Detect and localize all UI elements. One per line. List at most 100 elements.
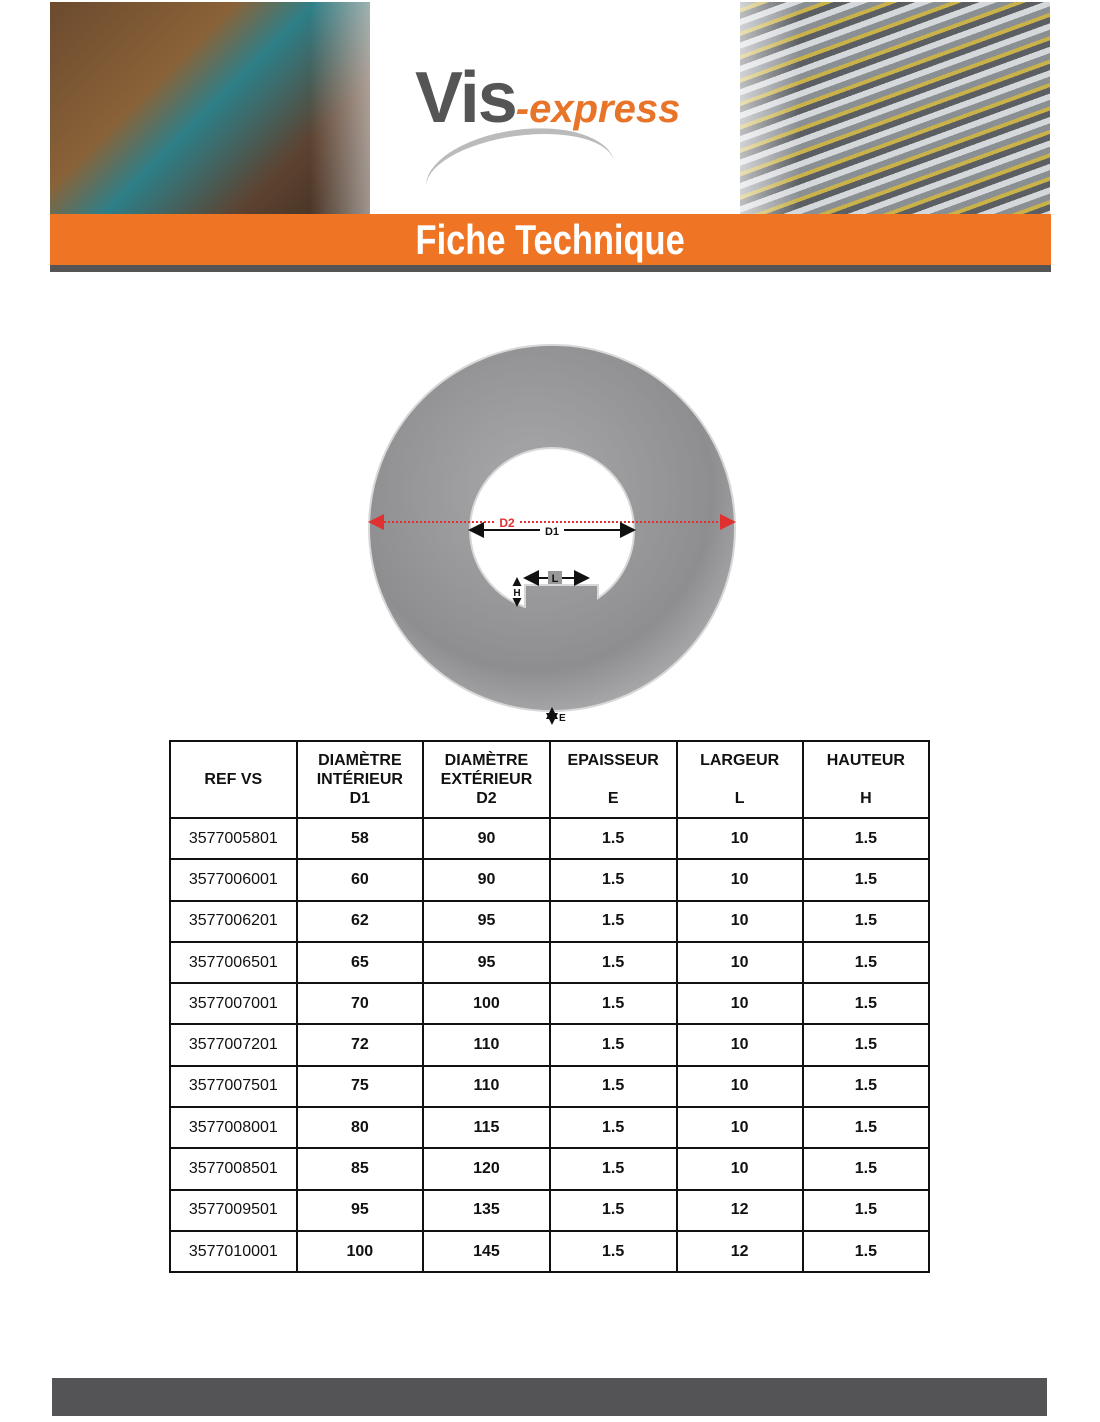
ref-cell: 3577005801 [169,816,298,861]
value-cell: 75 [295,1064,425,1109]
value-cell: 1.5 [548,816,678,861]
title-bar: Fiche Technique [50,214,1051,265]
header-banner: Vis-express [50,2,1050,214]
value-cell: 1.5 [801,982,931,1026]
value-cell: 10 [675,899,804,943]
value-cell: 10 [675,940,804,985]
value-cell: 110 [422,1064,551,1109]
value-cell: 10 [675,1023,804,1067]
screws-photo [700,2,1050,214]
d2-label: D2 [499,516,515,530]
value-cell: 1.5 [801,1064,931,1109]
logo-express: -express [515,87,681,131]
value-cell: 115 [422,1106,551,1150]
value-cell: 80 [295,1106,425,1150]
value-cell: 1.5 [801,1229,931,1274]
value-cell: 1.5 [548,1229,678,1274]
value-cell: 10 [675,982,804,1026]
value-cell: 1.5 [548,1106,678,1150]
value-cell: 1.5 [801,899,931,943]
table-row: 3577007001 70 100 1.5 10 1.5 [169,982,931,1026]
value-cell: 1.5 [801,1147,931,1191]
value-cell: 70 [295,982,425,1026]
value-cell: 90 [422,816,551,861]
table-row: 3577005801 58 90 1.5 10 1.5 [169,816,931,861]
footer-bar [52,1378,1047,1416]
value-cell: 85 [295,1147,425,1191]
spec-table: REF VS DIAMÈTRE INTÉRIEUR D1 DIAMÈTRE EXTÉR… [169,740,931,1274]
value-cell: 1.5 [548,1147,678,1191]
ref-cell: 3577008001 [169,1106,298,1150]
tools-photo [50,2,430,214]
ref-cell: 3577010001 [169,1229,298,1274]
value-cell: 12 [675,1229,804,1274]
ref-cell: 3577006501 [169,940,298,985]
value-cell: 65 [295,940,425,985]
value-cell: 60 [295,858,425,902]
table-row: 3577010001 100 145 1.5 12 1.5 [169,1229,931,1274]
table-row: 3577006201 62 95 1.5 10 1.5 [169,899,931,943]
e-label: E [559,713,566,724]
value-cell: 1.5 [548,1023,678,1067]
ref-cell: 3577008501 [169,1147,298,1191]
value-cell: 100 [295,1229,425,1274]
page-title: Fiche Technique [415,216,686,263]
value-cell: 1.5 [548,858,678,902]
value-cell: 1.5 [801,1188,931,1232]
header-ref: REF VS [169,740,298,819]
ref-cell: 3577007201 [169,1023,298,1067]
value-cell: 10 [675,1147,804,1191]
table-row: 3577008001 80 115 1.5 10 1.5 [169,1106,931,1150]
value-cell: 1.5 [548,940,678,985]
table-row: 3577007501 75 110 1.5 10 1.5 [169,1064,931,1109]
table-row: 3577008501 85 120 1.5 10 1.5 [169,1147,931,1191]
h-label: H [513,588,520,599]
value-cell: 1.5 [801,1106,931,1150]
ref-cell: 3577007001 [169,982,298,1026]
header-l: LARGEUR L [675,740,804,819]
value-cell: 62 [295,899,425,943]
value-cell: 95 [295,1188,425,1232]
header-d2: DIAMÈTRE EXTÉRIEUR D2 [422,740,551,819]
value-cell: 1.5 [548,982,678,1026]
l-label: L [552,573,559,585]
value-cell: 12 [675,1188,804,1232]
value-cell: 135 [422,1188,551,1232]
value-cell: 10 [675,1064,804,1109]
value-cell: 58 [295,816,425,861]
value-cell: 95 [422,940,551,985]
value-cell: 10 [675,858,804,902]
value-cell: 1.5 [801,940,931,985]
d1-label: D1 [545,526,559,538]
value-cell: 1.5 [801,816,931,861]
value-cell: 90 [422,858,551,902]
ref-cell: 3577006201 [169,899,298,943]
header-e: EPAISSEUR E [548,740,678,819]
logo-vis: Vis [415,58,518,138]
value-cell: 10 [675,816,804,861]
value-cell: 1.5 [548,1064,678,1109]
vis-express-logo: Vis-express [415,57,680,139]
value-cell: 95 [422,899,551,943]
ref-cell: 3577006001 [169,858,298,902]
ref-cell: 3577007501 [169,1064,298,1109]
washer-diagram: D2 D1 L H E [367,344,737,725]
value-cell: 120 [422,1147,551,1191]
value-cell: 110 [422,1023,551,1067]
value-cell: 100 [422,982,551,1026]
value-cell: 72 [295,1023,425,1067]
value-cell: 145 [422,1229,551,1274]
table-row: 3577007201 72 110 1.5 10 1.5 [169,1023,931,1067]
value-cell: 1.5 [801,858,931,902]
value-cell: 1.5 [548,1188,678,1232]
table-row: 3577009501 95 135 1.5 12 1.5 [169,1188,931,1232]
table-header-row: REF VS DIAMÈTRE INTÉRIEUR D1 DIAMÈTRE EXTÉR… [169,740,931,819]
ref-cell: 3577009501 [169,1188,298,1232]
table-row: 3577006001 60 90 1.5 10 1.5 [169,858,931,902]
header-h: HAUTEUR H [801,740,931,819]
header-d1: DIAMÈTRE INTÉRIEUR D1 [295,740,425,819]
value-cell: 1.5 [801,1023,931,1067]
divider [50,265,1051,272]
value-cell: 1.5 [548,899,678,943]
table-row: 3577006501 65 95 1.5 10 1.5 [169,940,931,985]
